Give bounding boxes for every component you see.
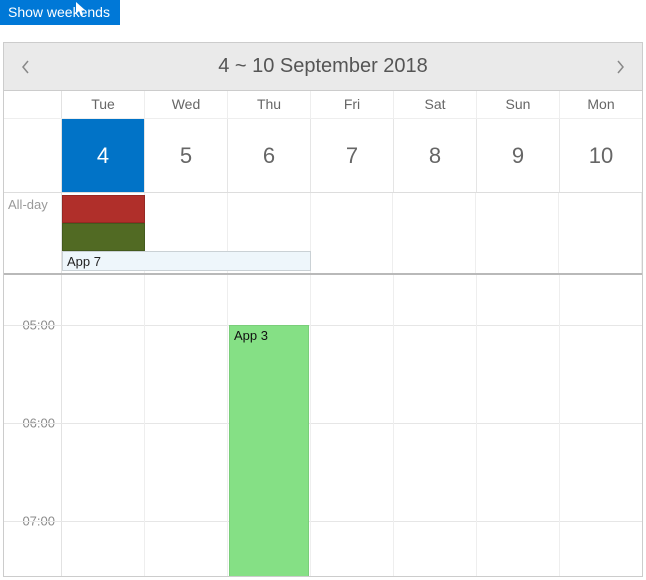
allday-cell[interactable]: [559, 193, 642, 273]
day-header[interactable]: Sat: [394, 91, 477, 118]
time-column[interactable]: App 3: [228, 275, 311, 576]
time-column[interactable]: [477, 275, 560, 576]
day-header[interactable]: Fri: [311, 91, 394, 118]
week-calendar: 4 ~ 10 September 2018 TueWedThuFriSatSun…: [3, 42, 643, 577]
allday-event[interactable]: [62, 195, 145, 223]
calendar-header: 4 ~ 10 September 2018: [4, 43, 642, 91]
time-column[interactable]: [145, 275, 228, 576]
time-gutter: 05:0006:0007:00: [4, 275, 62, 576]
day-header[interactable]: Sun: [477, 91, 560, 118]
date-cell[interactable]: 9: [477, 119, 560, 192]
date-cell[interactable]: 8: [394, 119, 477, 192]
allday-label: All-day: [4, 193, 62, 273]
time-column[interactable]: [560, 275, 642, 576]
day-header-row: TueWedThuFriSatSunMon: [4, 91, 642, 119]
date-cell[interactable]: 5: [145, 119, 228, 192]
date-number-row: 45678910: [4, 119, 642, 193]
allday-grid[interactable]: App 7: [62, 193, 642, 273]
prev-week-button[interactable]: [18, 59, 34, 75]
next-week-button[interactable]: [612, 59, 628, 75]
date-cell[interactable]: 6: [228, 119, 311, 192]
allday-cell[interactable]: [393, 193, 476, 273]
allday-cell[interactable]: [476, 193, 559, 273]
date-cell[interactable]: 7: [311, 119, 394, 192]
time-section: 05:0006:0007:00 App 3: [4, 275, 642, 576]
time-column[interactable]: [311, 275, 394, 576]
day-header[interactable]: Mon: [560, 91, 642, 118]
date-range-title: 4 ~ 10 September 2018: [218, 55, 428, 78]
day-header[interactable]: Tue: [62, 91, 145, 118]
calendar-event[interactable]: App 3: [229, 325, 309, 576]
time-column[interactable]: [394, 275, 477, 576]
time-grid[interactable]: App 3: [62, 275, 642, 576]
time-column[interactable]: [62, 275, 145, 576]
allday-cell[interactable]: [311, 193, 394, 273]
allday-section: All-day App 7: [4, 193, 642, 275]
allday-event[interactable]: [62, 223, 145, 251]
allday-event[interactable]: App 7: [62, 251, 311, 271]
show-weekends-button[interactable]: Show weekends: [0, 0, 120, 25]
date-cell[interactable]: 10: [560, 119, 642, 192]
date-cell[interactable]: 4: [62, 119, 145, 192]
date-gutter: [4, 119, 62, 192]
day-header[interactable]: Thu: [228, 91, 311, 118]
header-gutter: [4, 91, 62, 118]
day-header[interactable]: Wed: [145, 91, 228, 118]
